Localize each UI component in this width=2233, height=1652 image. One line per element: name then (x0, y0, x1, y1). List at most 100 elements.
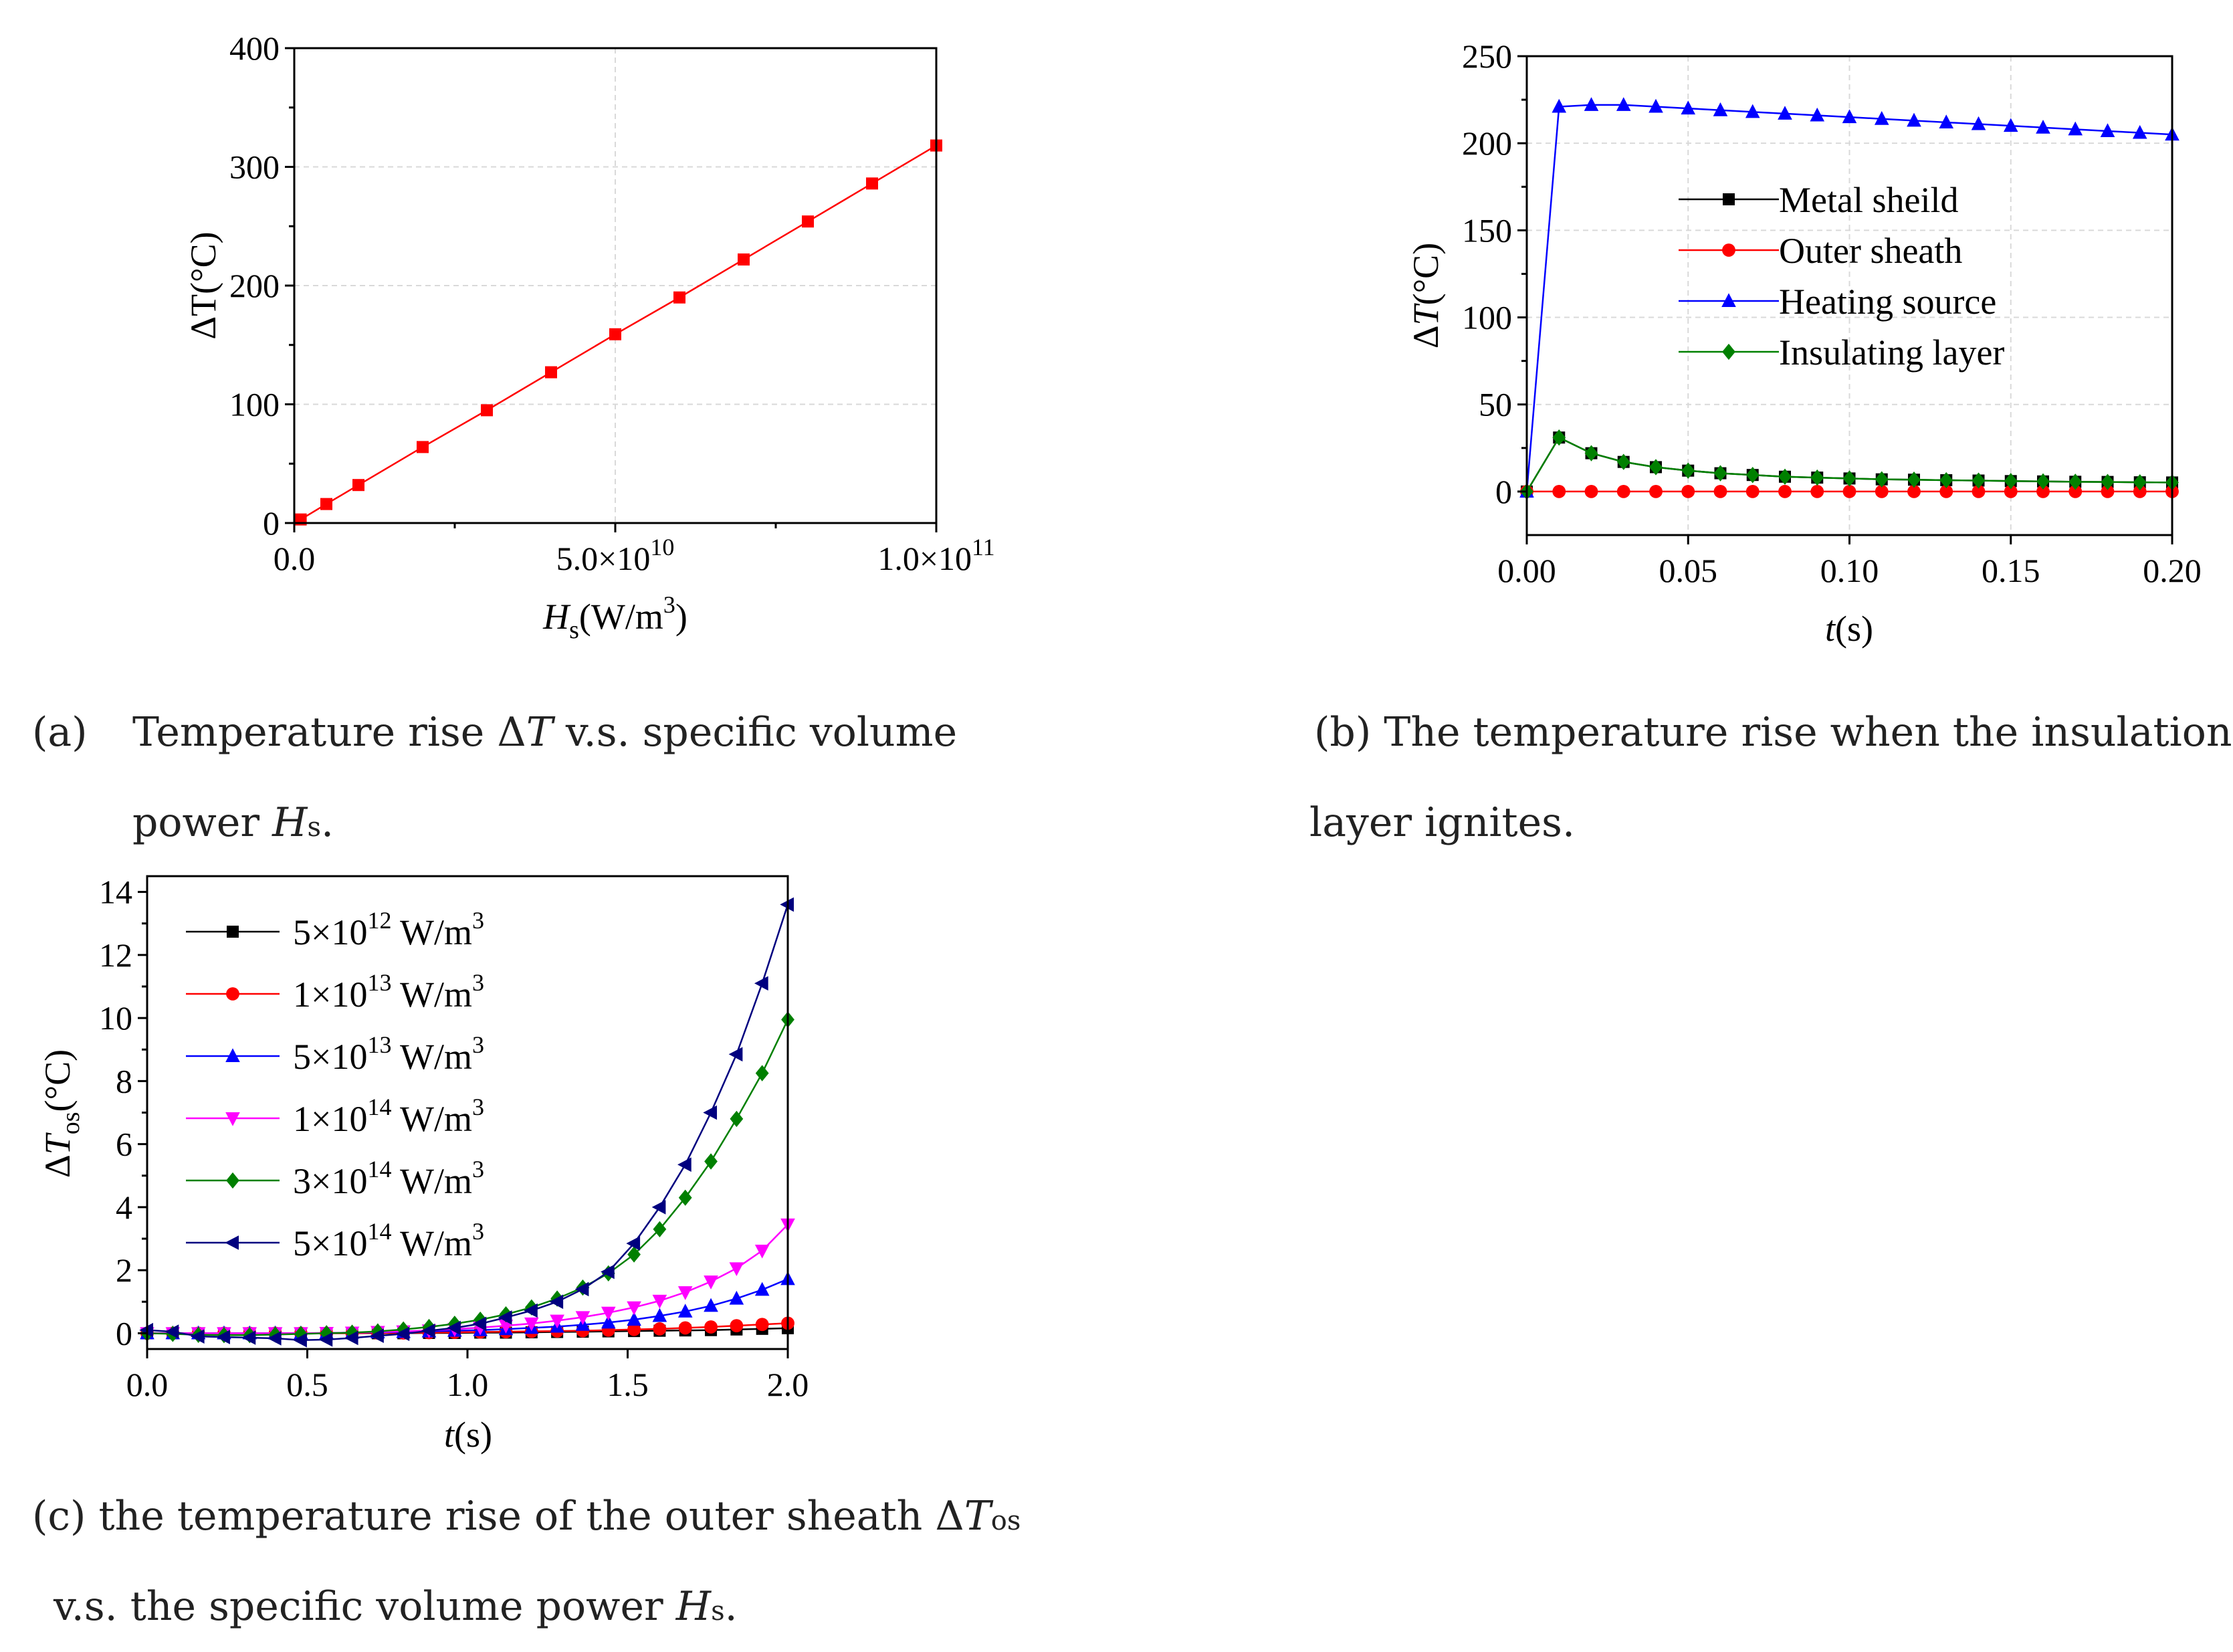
series-4-point (1778, 468, 1792, 485)
y-tick-label: 250 (1462, 37, 1512, 75)
legend-marker-3 (225, 1048, 240, 1062)
series-4-point (1616, 453, 1630, 470)
legend-marker-3 (1721, 293, 1736, 307)
legend-marker-2 (226, 987, 239, 1001)
series-3-point (1939, 114, 1954, 128)
x-tick-label: 0.5 (286, 1366, 328, 1403)
legend-label-1: Metal sheild (1779, 180, 1958, 220)
series-1-point (320, 498, 332, 510)
series-1-point (673, 291, 685, 304)
series-4-point (1584, 445, 1598, 461)
y-tick-label: 8 (116, 1062, 132, 1100)
series-6-point (472, 1316, 487, 1332)
series-1-point (738, 253, 750, 266)
x-tick-label: 0.15 (1982, 552, 2040, 589)
series-4-point (1810, 469, 1824, 486)
series-6-point (344, 1330, 358, 1346)
series-3-point (2068, 121, 2083, 136)
series-4-point (601, 1306, 616, 1321)
x-axis-label: t(s) (1825, 609, 1873, 649)
legend-label-6: 5×1014 W/m3 (293, 1218, 484, 1263)
chart-c: 0.0 0.5 1.0 1.5 2.0 0 2 4 6 8 10 12 14 t(s) ΔTos(°C) 5×… (37, 873, 809, 1455)
series-3-point (1584, 97, 1599, 111)
series-2-point (755, 1318, 769, 1332)
series-3-point (1971, 116, 1986, 130)
series-4-point (2133, 474, 2147, 491)
series-5-point (370, 1323, 385, 1340)
series-2-point (2036, 485, 2050, 498)
series-3-point (652, 1308, 667, 1322)
series-6-point (626, 1236, 641, 1251)
series-2-point (1713, 485, 1727, 498)
series-6-point (524, 1303, 538, 1318)
series-4-point (1939, 472, 1953, 489)
series-4-point (1745, 467, 1760, 484)
series-3-point (1778, 106, 1792, 120)
series-2-point (1681, 485, 1695, 498)
series-1-point (545, 366, 557, 379)
series-6-point (421, 1323, 435, 1338)
caption-b-line1-text: (b) The temperature rise when the insula… (1314, 709, 2232, 756)
caption-c-line1-pre: (c) the temperature rise of the outer sh… (32, 1493, 964, 1540)
series-4-point (627, 1301, 641, 1316)
series-1-point (417, 441, 429, 453)
y-tick-label: 50 (1479, 386, 1512, 423)
legend-label-5: 3×1014 W/m3 (293, 1156, 484, 1201)
x-axis-label: t(s) (444, 1415, 492, 1455)
series-2-point (2133, 485, 2147, 498)
series-2-point (1907, 485, 1921, 498)
series-5-point (704, 1153, 718, 1170)
series-6-point (703, 1105, 718, 1120)
series-6-point (395, 1326, 410, 1342)
series-4-point (677, 1286, 693, 1300)
series-4-point (1649, 459, 1663, 476)
series-5-point (730, 1110, 744, 1128)
series-5-point (653, 1221, 667, 1238)
series-2-point (2101, 485, 2115, 498)
series-2-point (1649, 485, 1663, 498)
y-tick-label: 6 (116, 1126, 132, 1163)
caption-a-label: (a) (32, 712, 88, 752)
series-4-point (652, 1294, 667, 1309)
series-4-point (2101, 474, 2115, 490)
x-axis-label: Hs(W/m3) (542, 591, 687, 644)
series-2-point (678, 1321, 692, 1335)
y-tick-label: 100 (1462, 299, 1512, 336)
caption-a-line1-pre: Temperature rise Δ (132, 709, 526, 756)
series-3-point (677, 1304, 693, 1318)
series-6-point (165, 1324, 179, 1339)
legend-label-1: 5×1012 W/m3 (293, 907, 484, 952)
y-tick-label: 12 (99, 936, 132, 974)
y-tick-label: 2 (116, 1251, 132, 1289)
series-3-point (2132, 124, 2147, 139)
x-tick-label: 5.0×1010 (556, 534, 675, 577)
x-tick-label: 1.5 (607, 1366, 649, 1403)
series-3-point (1649, 98, 1663, 113)
caption-c-line2-var: H (675, 1583, 712, 1630)
y-tick-label: 150 (1462, 211, 1512, 249)
series-6-point (651, 1200, 666, 1215)
series-4-point (1713, 465, 1727, 482)
series-3-point (1713, 102, 1728, 116)
series-4-point (550, 1314, 564, 1329)
y-tick-label: 4 (116, 1189, 132, 1226)
series-6-point (754, 976, 768, 991)
series-2-point (1552, 485, 1566, 498)
series-6-point (293, 1333, 307, 1348)
legend-marker-4 (225, 1112, 240, 1126)
caption-a-line1-var: T (526, 709, 553, 756)
series-3-point (601, 1314, 616, 1329)
series-4-point (1907, 472, 1921, 488)
x-tick-label: 0.0 (274, 540, 316, 577)
caption-c-line1: (c) the temperature rise of the outer sh… (32, 1496, 1021, 1536)
series-3-point (1745, 104, 1760, 118)
legend-marker-1 (227, 926, 239, 938)
caption-b-line2: layer ignites. (1309, 803, 1575, 843)
series-6-point (728, 1047, 743, 1062)
series-3-point (1552, 98, 1567, 113)
chart-a: 0.0 5.0×1010 1.0×1011 0 100 200 300 400 Hs(W/m3)… (183, 29, 995, 644)
series-5-point (627, 1246, 641, 1263)
x-tick-label: 0.10 (1820, 552, 1879, 589)
x-tick-label: 0.0 (126, 1366, 169, 1403)
caption-b-line1: (b) The temperature rise when the insula… (1314, 712, 2232, 752)
